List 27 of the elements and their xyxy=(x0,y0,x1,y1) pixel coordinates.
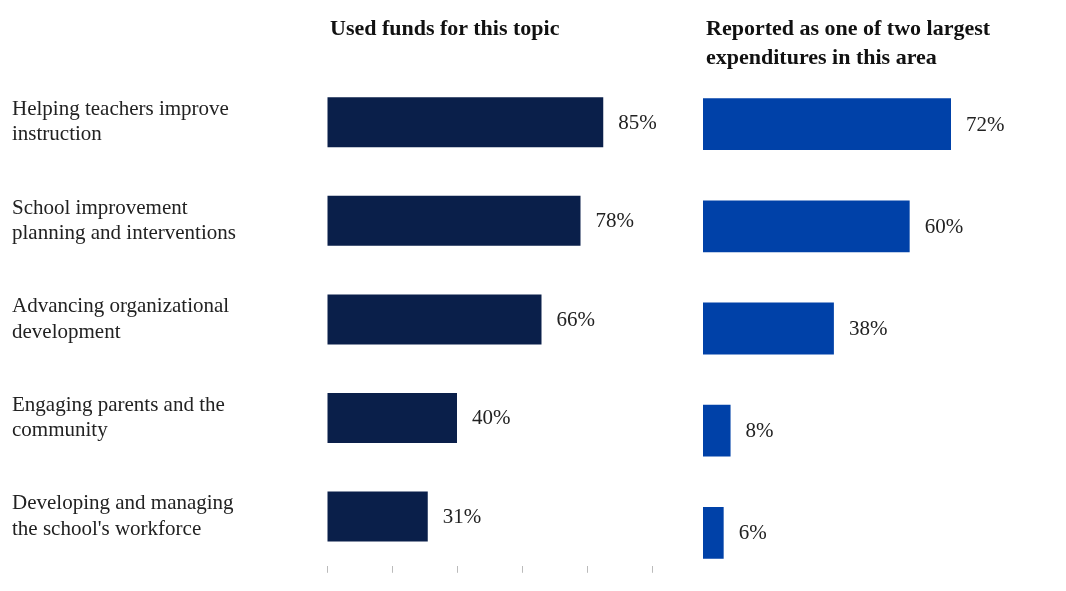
bar xyxy=(703,506,724,559)
bar xyxy=(327,97,604,148)
data-label: 40% xyxy=(472,405,511,430)
bar xyxy=(703,200,910,253)
data-label: 6% xyxy=(738,520,767,545)
y-tick-label: School improvement planning and interventions xyxy=(12,194,236,244)
bar xyxy=(327,392,457,443)
chart-title: Used funds for this topic xyxy=(330,15,560,40)
data-label: 85% xyxy=(618,109,657,134)
y-tick-label: Engaging parents and the community xyxy=(12,391,225,442)
y-tick-label: Helping teachers improve instruction xyxy=(12,96,229,146)
data-label: 60% xyxy=(924,213,964,238)
data-label: 31% xyxy=(442,504,482,529)
y-tick-label: Developing and managing the school's workforce xyxy=(12,490,235,540)
data-label: 8% xyxy=(745,418,774,443)
data-label: 66% xyxy=(556,306,595,331)
y-tick-label: Advancing organizational development xyxy=(12,293,230,343)
bar xyxy=(327,491,428,542)
bar xyxy=(703,404,731,457)
bar xyxy=(327,195,581,246)
bar xyxy=(703,98,951,151)
data-label: 38% xyxy=(848,316,888,341)
bar xyxy=(327,294,542,345)
data-label: 78% xyxy=(595,208,634,233)
chart-title: Reported as one of two largest expenditures in this area xyxy=(706,15,991,69)
bar xyxy=(703,302,834,355)
data-label: 72% xyxy=(966,111,1005,136)
